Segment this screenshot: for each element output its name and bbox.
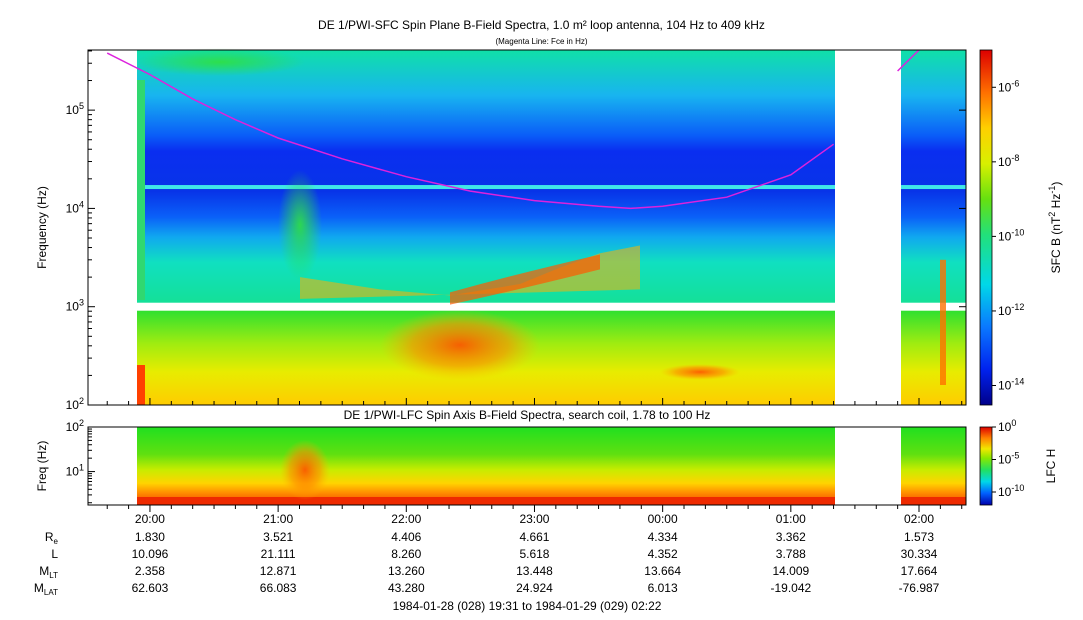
ephemeris-value-re: 4.406 xyxy=(391,530,421,544)
ephemeris-label-re: Re xyxy=(45,530,59,546)
sfc-y-tick-label: 102 xyxy=(66,396,84,412)
lfc-frame xyxy=(87,426,967,506)
ephemeris-value-mlt: 13.664 xyxy=(644,564,681,578)
fce-line-2 xyxy=(897,49,920,72)
ephemeris-value-re: 1.830 xyxy=(135,530,165,544)
ephemeris-value-mlat: 62.603 xyxy=(132,581,169,595)
lfc-colorbar-tick-label: 10-10 xyxy=(998,483,1024,499)
time-tick-label: 22:00 xyxy=(391,512,421,526)
sfc-colorbar-tick-label: 10-8 xyxy=(998,153,1019,169)
lfc-y-tick-label: 102 xyxy=(66,418,84,434)
lfc-colorbar-tick-label: 10-5 xyxy=(998,451,1019,467)
ephemeris-label-mlat: MLAT xyxy=(34,581,58,597)
ephemeris-value-re: 1.573 xyxy=(904,530,934,544)
ephemeris-value-l: 30.334 xyxy=(901,547,938,561)
sfc-high-band-2 xyxy=(901,50,966,303)
time-tick-label: 00:00 xyxy=(648,512,678,526)
sfc-left-strip xyxy=(137,365,145,405)
ephemeris-value-mlt: 13.448 xyxy=(516,564,553,578)
ephemeris-value-l: 8.260 xyxy=(391,547,421,561)
sfc-title: DE 1/PWI-SFC Spin Plane B-Field Spectra,… xyxy=(318,18,765,32)
sfc-colorbar-tick-label: 10-14 xyxy=(998,377,1024,393)
sfc-high-band xyxy=(137,50,835,303)
ephemeris-value-re: 3.362 xyxy=(776,530,806,544)
lfc-colorbar xyxy=(979,426,993,506)
sfc-low-band-2 xyxy=(901,310,966,405)
ephemeris-value-mlt: 14.009 xyxy=(772,564,809,578)
ephemeris-value-mlat: -19.042 xyxy=(770,581,811,595)
sfc-lf-hotspot-2 xyxy=(660,364,740,380)
sfc-colorbar xyxy=(979,49,993,406)
sfc-y-tick-label: 103 xyxy=(66,298,84,314)
sfc-y-tick-label: 104 xyxy=(66,199,84,215)
ephemeris-value-re: 3.521 xyxy=(263,530,293,544)
ephemeris-label-l: L xyxy=(51,547,58,561)
ephemeris-value-mlat: -76.987 xyxy=(899,581,940,595)
ephemeris-value-l: 3.788 xyxy=(776,547,806,561)
lfc-y-axis-label: Freq (Hz) xyxy=(35,441,49,492)
time-tick-label: 01:00 xyxy=(776,512,806,526)
ephemeris-value-l: 10.096 xyxy=(132,547,169,561)
ephemeris-value-mlt: 13.260 xyxy=(388,564,425,578)
sfc-top-emission xyxy=(135,48,305,76)
ephemeris-label-mlt: MLT xyxy=(39,564,58,580)
sfc-whistler-blob xyxy=(278,170,322,280)
sfc-right-spike xyxy=(940,259,946,385)
time-tick-label: 20:00 xyxy=(135,512,165,526)
sfc-y-axis-label: Frequency (Hz) xyxy=(35,186,49,269)
ephemeris-value-mlat: 43.280 xyxy=(388,581,425,595)
time-tick-label: 02:00 xyxy=(904,512,934,526)
lfc-bottom-strip xyxy=(137,497,835,505)
fce-line xyxy=(106,52,835,210)
sfc-lf-hotspot xyxy=(380,310,540,380)
ephemeris-value-mlt: 12.871 xyxy=(260,564,297,578)
ephemeris-value-mlt: 2.358 xyxy=(135,564,165,578)
time-tick-label: 23:00 xyxy=(519,512,549,526)
ephemeris-value-re: 4.661 xyxy=(519,530,549,544)
ephemeris-value-mlat: 66.083 xyxy=(260,581,297,595)
ephemeris-value-l: 21.111 xyxy=(261,547,296,561)
lfc-colorbar-label: LFC H xyxy=(1044,449,1058,484)
lfc-title: DE 1/PWI-LFC Spin Axis B-Field Spectra, … xyxy=(344,408,711,422)
ephemeris-value-mlat: 24.924 xyxy=(516,581,553,595)
sfc-y-tick-label: 105 xyxy=(66,101,84,117)
ephemeris-value-l: 4.352 xyxy=(648,547,678,561)
sfc-frame xyxy=(87,49,967,406)
lfc-colorbar-tick-label: 100 xyxy=(998,418,1016,434)
sfc-chorus-core xyxy=(450,254,600,305)
sfc-subtitle: (Magenta Line: Fce in Hz) xyxy=(495,37,588,46)
lfc-band xyxy=(137,427,835,505)
sfc-colorbar-tick-label: 10-6 xyxy=(998,78,1019,94)
sfc-left-strip-high xyxy=(137,80,145,300)
time-range-label: 1984-01-28 (028) 19:31 to 1984-01-29 (02… xyxy=(393,599,662,613)
sfc-colorbar-tick-label: 10-12 xyxy=(998,302,1024,318)
sfc-interference-line xyxy=(137,185,835,190)
ephemeris-value-re: 4.334 xyxy=(648,530,678,544)
ephemeris-value-l: 5.618 xyxy=(519,547,549,561)
lfc-hotspot xyxy=(280,440,330,500)
lfc-bottom-strip-2 xyxy=(901,497,966,505)
lfc-y-tick-label: 101 xyxy=(66,463,84,479)
time-tick-label: 21:00 xyxy=(263,512,293,526)
ephemeris-value-mlt: 17.664 xyxy=(901,564,938,578)
sfc-colorbar-label: SFC B (nT2 Hz-1) xyxy=(1047,182,1063,274)
sfc-chorus-band xyxy=(300,245,640,299)
ephemeris-value-mlat: 6.013 xyxy=(648,581,678,595)
lfc-band-2 xyxy=(901,427,966,505)
sfc-interference-line-2 xyxy=(901,185,966,190)
sfc-colorbar-tick-label: 10-10 xyxy=(998,227,1024,243)
